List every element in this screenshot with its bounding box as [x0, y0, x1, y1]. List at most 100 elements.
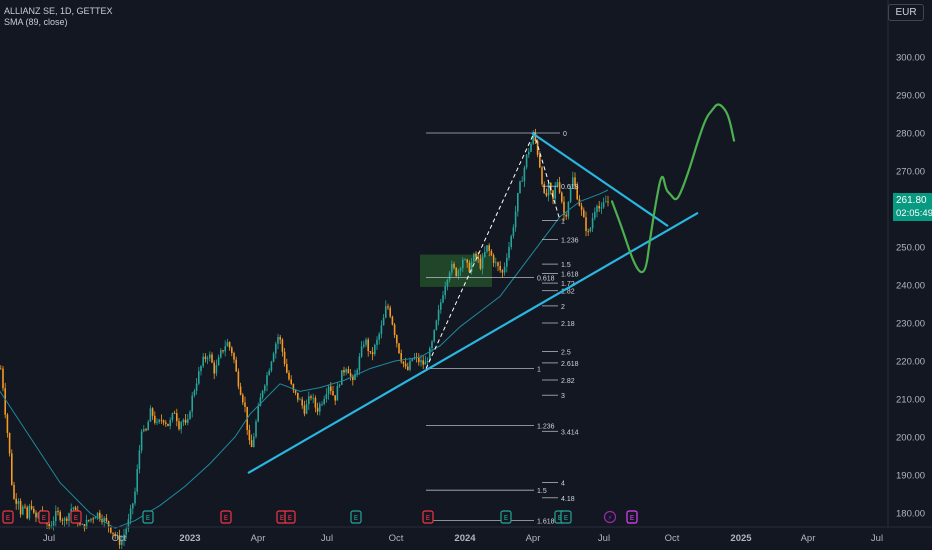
- candle-body: [523, 167, 526, 182]
- candle-body: [189, 411, 191, 420]
- candle-body: [455, 267, 457, 276]
- marker-label: ⚡: [608, 514, 613, 522]
- sma-89-line: [0, 189, 609, 529]
- candle-body: [327, 386, 330, 395]
- candle-body: [400, 353, 402, 362]
- time-tick-label: Oct: [389, 533, 404, 544]
- time-tick-label: Apr: [251, 533, 266, 544]
- candle-body: [110, 527, 112, 533]
- bar-countdown: 02:05:49: [896, 208, 932, 219]
- dividend-icon: [350, 510, 362, 524]
- candle-body: [220, 350, 222, 358]
- candle-body: [341, 370, 343, 385]
- candle-body: [470, 262, 473, 272]
- earnings-marker: E: [220, 510, 232, 524]
- candle-body: [57, 510, 59, 513]
- candle-body: [154, 415, 156, 423]
- fib-level-label: 1.82: [561, 289, 575, 296]
- candle-body: [466, 259, 468, 263]
- price-tick-label: 290.00: [896, 91, 925, 102]
- price-tick-label: 220.00: [896, 357, 925, 368]
- candle-body: [301, 399, 303, 406]
- candle-body: [310, 396, 312, 398]
- candle-body: [48, 523, 50, 528]
- candle-body: [158, 419, 160, 422]
- flash-marker: ⚡: [603, 510, 617, 524]
- candle-body: [365, 339, 367, 345]
- candle-body: [8, 432, 11, 454]
- candle-body: [330, 386, 332, 392]
- candle-body: [103, 518, 105, 523]
- fib-level-label: 1.236: [561, 237, 579, 244]
- candle-body: [534, 133, 537, 141]
- candle-body: [37, 512, 39, 518]
- candle-body: [539, 154, 541, 168]
- indicator-label[interactable]: SMA (89, close): [4, 17, 68, 27]
- candle-body: [211, 354, 213, 363]
- fib-level-label: 0.618: [561, 184, 579, 191]
- marker-label: E: [558, 514, 562, 522]
- candle-body: [446, 279, 449, 287]
- candle-body: [334, 395, 336, 401]
- candle-body: [499, 265, 501, 271]
- candle-body: [418, 357, 420, 363]
- candle-body: [358, 356, 361, 371]
- candle-body: [378, 333, 380, 340]
- marker-label: E: [564, 514, 568, 522]
- candle-body: [173, 413, 176, 414]
- currency-button[interactable]: EUR: [888, 4, 924, 21]
- candle-body: [191, 395, 193, 412]
- candle-body: [587, 230, 589, 232]
- candle-body: [277, 337, 279, 344]
- candle-body: [4, 388, 6, 415]
- candle-body: [411, 358, 413, 361]
- candle-body: [308, 396, 310, 405]
- candle-body: [114, 533, 116, 536]
- candle-body: [299, 399, 301, 401]
- dividend-icon: [142, 510, 154, 524]
- candle-body: [13, 484, 15, 499]
- candle-body: [385, 306, 387, 318]
- candle-body: [380, 325, 383, 334]
- candle-body: [136, 469, 138, 492]
- candle-body: [290, 379, 292, 384]
- marker-label: E: [426, 514, 430, 522]
- price-tick-label: 210.00: [896, 395, 925, 406]
- candle-body: [583, 210, 585, 218]
- candle-body: [473, 253, 475, 263]
- candle-body: [222, 350, 224, 352]
- dividend-marker: E: [350, 510, 362, 524]
- candle-body: [600, 207, 603, 209]
- candle-body: [422, 360, 424, 365]
- candle-body: [437, 309, 440, 321]
- price-tick-label: 190.00: [896, 471, 925, 482]
- candle-body: [257, 406, 259, 422]
- candle-body: [345, 369, 347, 373]
- candle-body: [486, 245, 488, 252]
- candle-body: [594, 212, 596, 219]
- candle-body: [52, 520, 55, 526]
- candle-body: [574, 177, 576, 186]
- fib-level-label: 1.5: [561, 262, 571, 269]
- candle-body: [288, 372, 290, 380]
- candle-body: [303, 405, 306, 414]
- symbol-title[interactable]: ALLIANZ SE, 1D, GETTEX: [4, 6, 113, 16]
- candle-body: [354, 374, 356, 381]
- fib-level-label: 0: [563, 131, 567, 138]
- dividend-marker: E: [142, 510, 154, 524]
- candle-body: [92, 518, 94, 520]
- candle-body: [125, 528, 127, 535]
- earnings-marker: E: [284, 510, 296, 524]
- price-tick-label: 300.00: [896, 53, 925, 64]
- sma-line: [0, 189, 609, 529]
- candle-body: [508, 247, 510, 258]
- candle-body: [85, 519, 88, 529]
- candle-body: [398, 343, 400, 354]
- candle-body: [448, 272, 451, 280]
- future-icon: [626, 510, 638, 524]
- candle-body: [459, 268, 462, 271]
- marker-label: E: [224, 514, 228, 522]
- price-tick-label: 180.00: [896, 509, 925, 520]
- candle-body: [33, 508, 35, 513]
